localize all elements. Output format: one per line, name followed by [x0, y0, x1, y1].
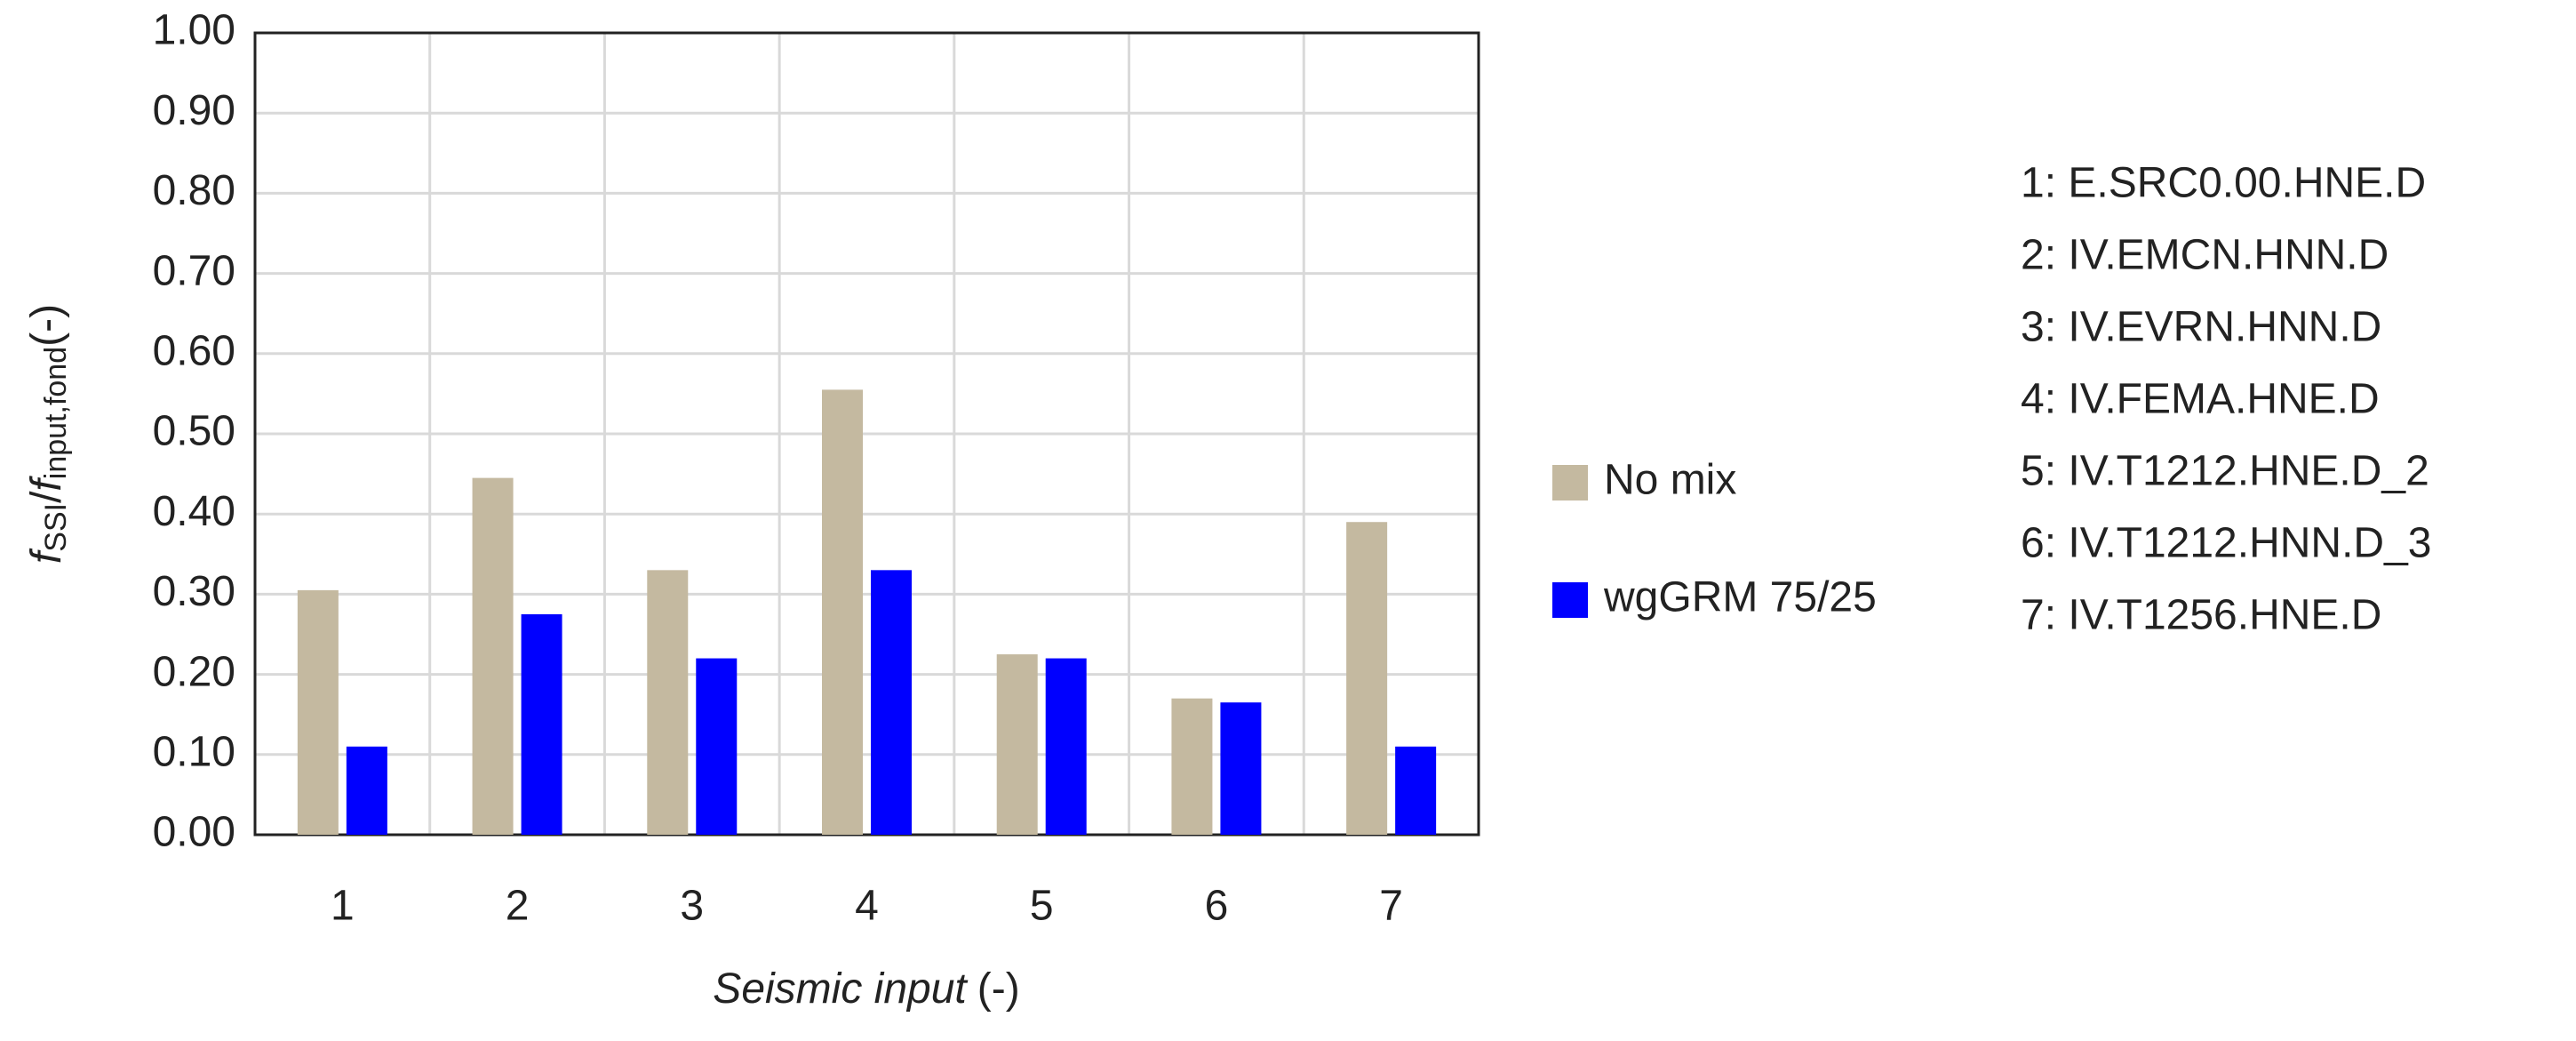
y-tick-label: 1.00 — [153, 7, 235, 54]
bar — [1395, 746, 1437, 835]
bar — [297, 589, 339, 835]
y-tick-label: 0.70 — [153, 247, 235, 294]
annotation: 4: IV.FEMA.HNE.D — [2021, 376, 2380, 423]
x-tick-label: 4 — [855, 883, 879, 930]
y-axis-label: fSSI/finput,fond(-) — [23, 304, 73, 564]
legend-label: wgGRM 75/25 — [1603, 574, 1877, 621]
y-label-part: (-) — [23, 304, 70, 347]
bar — [1346, 522, 1388, 835]
legend-swatch — [1552, 465, 1588, 500]
bar — [871, 570, 912, 835]
x-label-part: (-) — [977, 965, 1020, 1013]
bar — [472, 477, 514, 835]
bar — [346, 746, 387, 835]
bar — [521, 613, 562, 835]
y-tick-label: 0.30 — [153, 568, 235, 615]
y-tick-label: 0.60 — [153, 327, 235, 374]
bar — [1220, 702, 1262, 835]
y-label-part: SSI — [39, 503, 73, 552]
bar — [1171, 698, 1213, 835]
x-label-part: Seismic input — [713, 965, 968, 1013]
y-tick-label: 0.00 — [153, 809, 235, 856]
x-tick-label: 2 — [506, 883, 530, 930]
bar — [1045, 658, 1087, 835]
plot-frame — [253, 31, 1480, 837]
bar — [647, 570, 689, 835]
x-axis-label: Seismic input (-) — [713, 965, 1019, 1013]
x-tick-label: 3 — [680, 883, 704, 930]
x-tick-label: 7 — [1379, 883, 1403, 930]
x-tick-label: 1 — [331, 883, 355, 930]
annotation: 7: IV.T1256.HNE.D — [2021, 592, 2381, 639]
annotation: 2: IV.EMCN.HNN.D — [2021, 232, 2389, 279]
y-tick-label: 0.10 — [153, 728, 235, 775]
annotation: 5: IV.T1212.HNE.D_2 — [2021, 448, 2429, 495]
y-label-part: input,fond — [39, 347, 73, 479]
y-label-part: / — [23, 491, 70, 503]
bar — [696, 658, 738, 835]
legend-label: No mix — [1604, 457, 1736, 504]
annotation: 1: E.SRC0.00.HNE.D — [2021, 160, 2426, 207]
y-tick-label: 0.90 — [153, 87, 235, 134]
bar — [822, 389, 863, 835]
x-tick-label: 6 — [1205, 883, 1229, 930]
x-tick-label: 5 — [1030, 883, 1054, 930]
annotation: 3: IV.EVRN.HNN.D — [2021, 304, 2381, 351]
y-tick-label: 0.50 — [153, 408, 235, 455]
legend-swatch — [1552, 582, 1588, 618]
y-tick-label: 0.40 — [153, 488, 235, 535]
y-tick-label: 0.20 — [153, 648, 235, 695]
annotation: 6: IV.T1212.HNN.D_3 — [2021, 520, 2431, 567]
y-tick-label: 0.80 — [153, 167, 235, 214]
bar — [996, 654, 1038, 835]
